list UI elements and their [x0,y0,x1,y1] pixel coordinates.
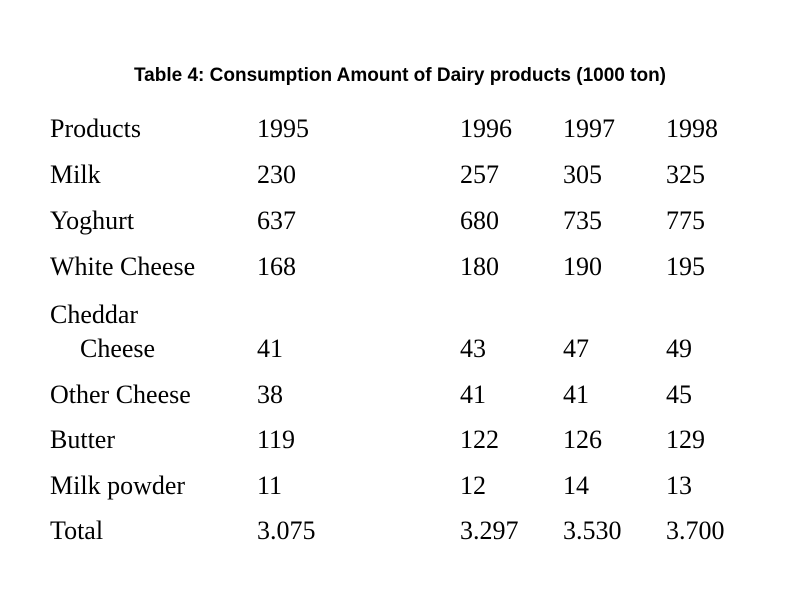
row-label-white-cheese: White Cheese [50,252,196,281]
cell-other-cheese-1998: 45 [666,380,692,409]
cell-yoghurt-1998: 775 [666,206,705,235]
row-label-milk-powder: Milk powder [50,471,186,500]
cell-total-1995: 3.075 [257,516,316,545]
header-1996: 1996 [460,114,512,143]
row-label-milk: Milk [50,160,101,189]
cell-milk-powder-1995: 11 [257,471,283,500]
cell-total-1998: 3.700 [666,516,725,545]
row-label-total: Total [50,516,104,545]
cell-milk-1997: 305 [563,160,602,189]
cell-butter-1996: 122 [460,425,499,454]
cell-butter-1998: 129 [666,425,705,454]
cell-milk-1998: 325 [666,160,705,189]
cell-milk-1995: 230 [257,160,296,189]
cell-milk-powder-1997: 14 [563,471,589,500]
cell-cheddar-cheese-1997: 47 [563,334,589,363]
cell-cheddar-cheese-1998: 49 [666,334,692,363]
cell-butter-1997: 126 [563,425,602,454]
cell-milk-1996: 257 [460,160,499,189]
cell-butter-1995: 119 [257,425,296,454]
row-label-other-cheese: Other Cheese [50,380,191,409]
row-label-cheddar-cheese: Cheddar Cheese [50,298,155,366]
row-label-yoghurt: Yoghurt [50,206,135,235]
cell-total-1997: 3.530 [563,516,622,545]
header-1998: 1998 [666,114,718,143]
cell-milk-powder-1996: 12 [460,471,486,500]
row-label-cheddar-line2: Cheese [80,334,156,363]
cell-yoghurt-1995: 637 [257,206,296,235]
header-1997: 1997 [563,114,615,143]
cell-white-cheese-1997: 190 [563,252,602,281]
cell-yoghurt-1997: 735 [563,206,602,235]
header-1995: 1995 [257,114,309,143]
row-label-cheddar-line1: Cheddar [50,300,139,329]
table-title: Table 4: Consumption Amount of Dairy pro… [133,65,667,86]
cell-white-cheese-1995: 168 [257,252,296,281]
cell-other-cheese-1997: 41 [563,380,589,409]
cell-milk-powder-1998: 13 [666,471,692,500]
row-label-butter: Butter [50,425,115,454]
cell-other-cheese-1995: 38 [257,380,283,409]
cell-cheddar-cheese-1996: 43 [460,334,486,363]
cell-yoghurt-1996: 680 [460,206,499,235]
cell-cheddar-cheese-1995: 41 [257,334,283,363]
cell-white-cheese-1998: 195 [666,252,705,281]
cell-white-cheese-1996: 180 [460,252,499,281]
cell-other-cheese-1996: 41 [460,380,486,409]
header-products: Products [50,114,141,143]
cell-total-1996: 3.297 [460,516,519,545]
